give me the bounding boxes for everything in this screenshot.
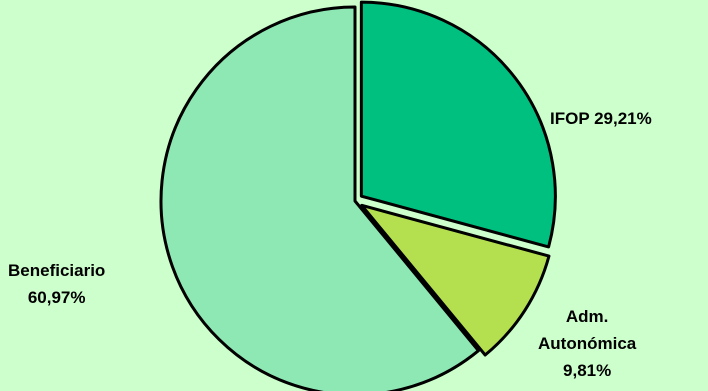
- slice-label-beneficiario: Beneficiario 60,97%: [8, 257, 105, 311]
- slice-label-benef-line-2: 60,97%: [27, 288, 86, 307]
- pie-slice-beneficiario: [159, 5, 480, 391]
- pie-slice-adm: [360, 203, 551, 357]
- slice-label-ifop-line-1: IFOP 29,21%: [550, 109, 652, 128]
- slice-label-adm-line-1: Adm.: [565, 307, 609, 326]
- slice-label-adm-line-3: 9,81%: [563, 361, 612, 380]
- slice-label-adm-line-2: Autonómica: [538, 334, 637, 353]
- slice-label-adm-autonomica: Adm. Autonómica 9,81%: [538, 303, 636, 384]
- slice-label-benef-line-1: Beneficiario: [8, 261, 106, 280]
- slice-label-ifop: IFOP 29,21%: [550, 105, 652, 132]
- pie-slice-ifop: [359, 0, 557, 249]
